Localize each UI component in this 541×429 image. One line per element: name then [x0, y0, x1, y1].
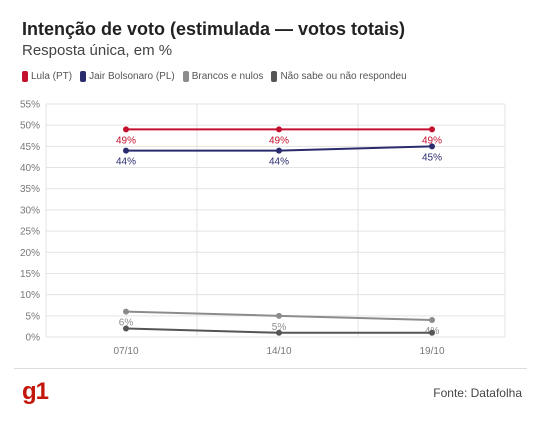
g1-logo: g1: [22, 378, 49, 405]
legend-item-brancos: Brancos e nulos: [182, 71, 264, 82]
footer-divider: [14, 368, 527, 369]
x-tick-label: 14/10: [266, 346, 291, 357]
data-label-0: 49%: [116, 135, 136, 146]
series-point-1: [123, 147, 129, 154]
legend: Lula (PT) Jair Bolsonaro (PL) Brancos e …: [22, 71, 407, 82]
legend-label-nao-sabe: Não sabe ou não respondeu: [280, 71, 407, 82]
series-point-0: [123, 126, 129, 133]
chart-title: Intenção de voto (estimulada — votos tot…: [22, 19, 406, 39]
series-point-0: [276, 126, 282, 133]
series-point-2: [276, 312, 282, 319]
y-tick-label: 35%: [20, 184, 40, 195]
series-point-3: [276, 329, 282, 336]
data-label-0: 49%: [422, 135, 442, 146]
y-tick-label: 20%: [20, 248, 40, 259]
legend-swatch-lula: [22, 71, 28, 82]
y-tick-label: 0%: [26, 333, 41, 344]
y-tick-label: 40%: [20, 163, 40, 174]
series-point-3: [429, 329, 435, 336]
y-tick-label: 45%: [20, 142, 40, 153]
y-tick-label: 55%: [20, 100, 40, 111]
y-tick-label: 10%: [20, 290, 40, 301]
legend-swatch-nao-sabe: [271, 71, 278, 82]
legend-label-bolsonaro: Jair Bolsonaro (PL): [89, 71, 175, 82]
data-label-1: 45%: [422, 152, 442, 163]
legend-item-lula: Lula (PT): [22, 71, 72, 82]
data-label-2: 5%: [272, 322, 287, 333]
line-chart: 55% 50% 45% 40% 35% 30% 25% 20% 15% 10% 5% 0% 07/10 1…: [20, 100, 506, 357]
y-tick-label: 50%: [20, 121, 40, 132]
legend-label-lula: Lula (PT): [31, 71, 73, 82]
y-tick-label: 5%: [26, 311, 41, 322]
legend-label-brancos: Brancos e nulos: [191, 71, 264, 82]
x-tick-label: 19/10: [419, 346, 444, 357]
legend-item-bolsonaro: Jair Bolsonaro (PL): [80, 71, 175, 82]
series-point-3: [123, 325, 129, 332]
data-label-1: 44%: [269, 157, 289, 168]
y-tick-label: 15%: [20, 269, 40, 280]
source-note: Fonte: Datafolha: [433, 386, 522, 400]
series-point-1: [276, 147, 282, 154]
series-point-0: [429, 126, 435, 133]
data-label-2: 6%: [119, 318, 134, 329]
data-label-0: 49%: [269, 135, 289, 146]
series-point-2: [429, 317, 435, 324]
series-point-1: [429, 143, 435, 150]
series-point-2: [123, 308, 129, 315]
legend-item-nao-sabe: Não sabe ou não respondeu: [271, 71, 407, 82]
legend-swatch-brancos: [182, 71, 189, 82]
chart-subtitle: Resposta única, em %: [22, 42, 173, 59]
y-tick-label: 30%: [20, 205, 40, 216]
data-label-1: 44%: [116, 157, 136, 168]
legend-swatch-bolsonaro: [80, 71, 87, 82]
x-tick-label: 07/10: [113, 346, 138, 357]
y-tick-label: 25%: [20, 227, 40, 238]
